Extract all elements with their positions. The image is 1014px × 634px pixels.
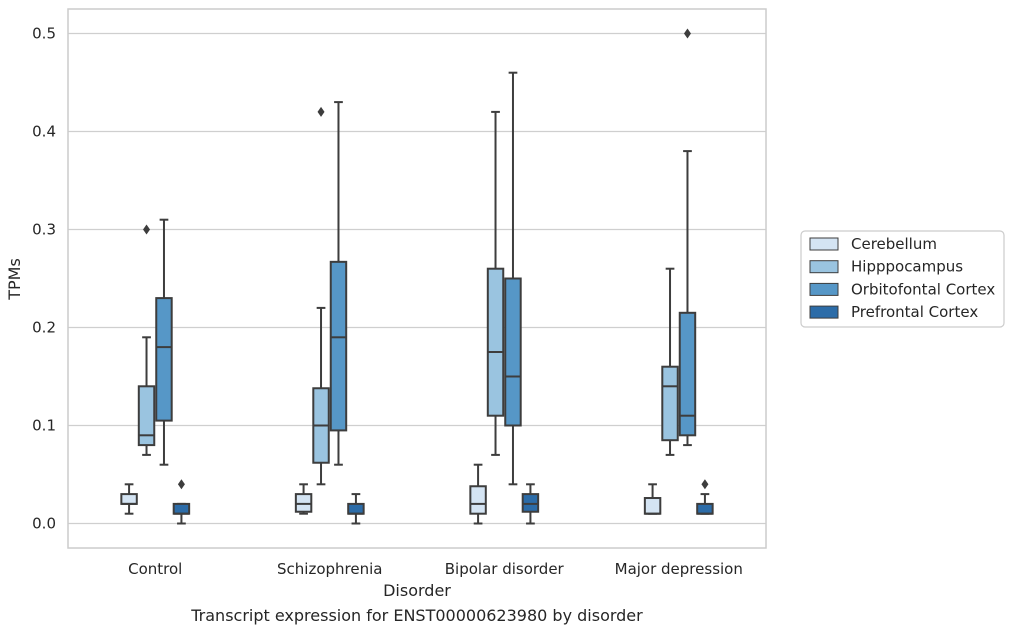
box-1-0 bbox=[294, 483, 313, 515]
legend: Cerebellum Hipppocampus Orbitofontal Corte… bbox=[800, 230, 1005, 328]
box-3-2 bbox=[678, 28, 697, 447]
legend-swatch bbox=[809, 305, 839, 319]
box-iqr bbox=[347, 502, 365, 515]
box-marks bbox=[120, 28, 714, 525]
box-1-2 bbox=[329, 101, 348, 466]
box-iqr bbox=[486, 267, 505, 417]
box-0-0 bbox=[120, 483, 138, 515]
x-tick-label: Bipolar disorder bbox=[445, 560, 565, 578]
legend-swatch bbox=[809, 260, 839, 274]
x-tick-label: Major depression bbox=[615, 560, 743, 578]
box-iqr bbox=[504, 277, 522, 427]
box-1-1 bbox=[312, 106, 330, 486]
x-axis-label: Disorder bbox=[383, 581, 451, 600]
box-0-1 bbox=[137, 224, 156, 456]
outlier-point bbox=[143, 224, 151, 235]
y-tick-label: 0.1 bbox=[32, 417, 56, 435]
outlier-point bbox=[177, 479, 185, 490]
box-1-3 bbox=[347, 493, 365, 525]
y-tick-label: 0.4 bbox=[32, 123, 56, 141]
box-2-0 bbox=[469, 463, 487, 525]
legend-label: Orbitofontal Cortex bbox=[851, 280, 995, 298]
box-iqr bbox=[661, 365, 679, 442]
figure-caption: Transcript expression for ENST0000062398… bbox=[191, 606, 643, 625]
legend-label: Hipppocampus bbox=[851, 258, 963, 276]
outlier-point bbox=[683, 28, 691, 39]
box-iqr bbox=[155, 297, 173, 422]
box-2-1 bbox=[486, 110, 505, 456]
box-iqr bbox=[696, 502, 714, 515]
x-tick-label: Control bbox=[128, 560, 182, 578]
box-3-3 bbox=[696, 479, 714, 515]
legend-swatch bbox=[809, 237, 839, 251]
box-3-0 bbox=[643, 483, 662, 515]
y-tick-label: 0.5 bbox=[32, 25, 56, 43]
box-3-1 bbox=[661, 267, 679, 456]
x-axis-ticks: Control Schizophrenia Bipolar disorder Majo… bbox=[128, 560, 743, 578]
y-axis-ticks: 0.0 0.1 0.2 0.3 0.4 0.5 bbox=[32, 25, 56, 533]
outlier-point bbox=[317, 106, 325, 117]
box-2-3 bbox=[521, 483, 540, 525]
box-0-2 bbox=[155, 218, 173, 466]
outlier-point bbox=[701, 479, 709, 490]
legend-frame bbox=[800, 230, 1005, 328]
y-tick-label: 0.2 bbox=[32, 319, 56, 337]
box-iqr bbox=[469, 485, 487, 515]
plot-frame bbox=[67, 8, 767, 549]
box-iqr bbox=[329, 260, 348, 432]
gridlines bbox=[68, 32, 766, 525]
box-2-2 bbox=[504, 71, 522, 486]
y-tick-label: 0.0 bbox=[32, 515, 56, 533]
x-tick-label: Schizophrenia bbox=[277, 560, 382, 578]
box-iqr bbox=[137, 385, 156, 447]
y-tick-label: 0.3 bbox=[32, 221, 56, 239]
y-axis-label: TPMs bbox=[5, 258, 24, 301]
box-iqr bbox=[172, 502, 191, 515]
legend-label: Cerebellum bbox=[851, 235, 937, 253]
box-iqr bbox=[678, 311, 697, 437]
legend-label: Prefrontal Cortex bbox=[851, 303, 978, 321]
legend-swatch bbox=[809, 282, 839, 296]
box-iqr bbox=[120, 493, 138, 505]
box-0-3 bbox=[172, 479, 191, 525]
box-iqr bbox=[643, 497, 662, 515]
plot-border bbox=[67, 8, 767, 549]
